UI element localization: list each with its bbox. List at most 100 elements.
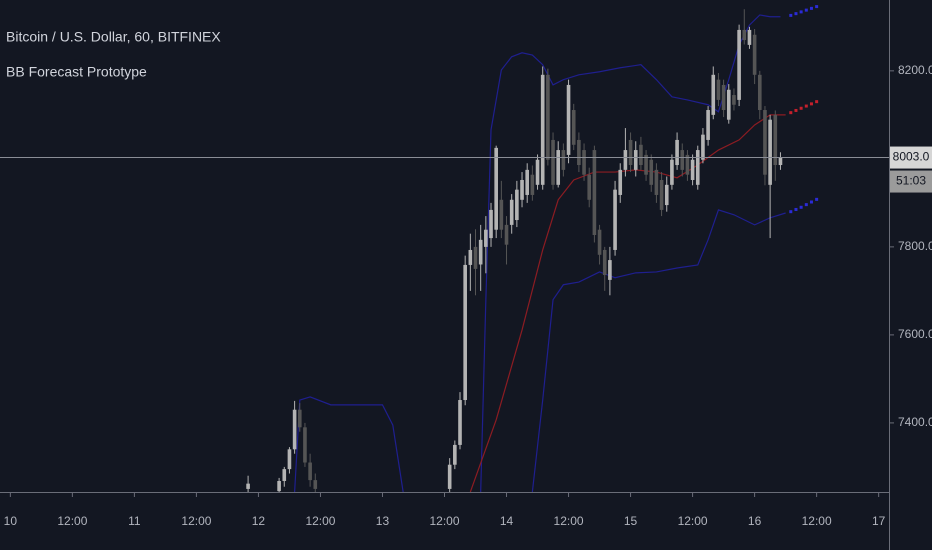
candle-body <box>597 229 602 255</box>
x-tick-label: 12 <box>252 514 266 528</box>
forecast-dot <box>815 5 819 9</box>
candle-body <box>535 159 540 185</box>
candle-body <box>515 189 519 221</box>
candle-body <box>659 179 664 210</box>
x-tick-label: 17 <box>872 514 886 528</box>
candle-body <box>737 29 741 100</box>
countdown-box <box>890 170 932 193</box>
last-price-label: 8003.0 <box>893 150 930 164</box>
candle-body <box>551 139 555 185</box>
candle-body <box>618 169 623 195</box>
forecast-dot <box>799 10 803 14</box>
candle-body <box>566 84 571 155</box>
candle-body <box>504 224 509 245</box>
candle-body <box>556 150 561 185</box>
candle-body <box>711 74 716 115</box>
forecast-dot <box>804 104 808 108</box>
x-tick-label: 14 <box>500 514 514 528</box>
candle-body <box>458 400 462 445</box>
candle-body <box>763 110 767 175</box>
candle-body <box>292 409 297 450</box>
candle-body <box>277 480 281 492</box>
candle-body <box>313 480 318 489</box>
forecast-dot <box>789 210 793 214</box>
candle-body <box>747 29 752 45</box>
candle-body <box>473 246 478 269</box>
candle-body <box>463 264 467 401</box>
candle-body <box>680 150 685 170</box>
candle-body <box>726 89 731 120</box>
candle-body <box>478 239 483 265</box>
candle-body <box>633 150 638 170</box>
x-tick-label: 10 <box>4 514 18 528</box>
candle-body <box>587 174 592 200</box>
forecast-dot <box>809 200 813 204</box>
candle-body <box>664 184 669 206</box>
forecast-dot <box>804 8 808 12</box>
candle-body <box>649 159 654 185</box>
forecast-dot <box>794 207 798 211</box>
candle-body <box>628 139 633 166</box>
x-tick-label: 12:00 <box>678 514 708 528</box>
x-tick-label: 12:00 <box>554 514 584 528</box>
forecast-dot <box>815 100 819 104</box>
candle-body <box>716 79 721 100</box>
axes: 7400.0 7600.0 7800.0 8200.0 10 12:00 11 12:00 12… <box>4 63 932 528</box>
x-tick-label: 15 <box>624 514 638 528</box>
candle-body <box>768 119 772 185</box>
forecast-dot <box>799 106 803 110</box>
candle-body <box>540 74 545 185</box>
candle-body <box>706 110 710 140</box>
y-tick-label: 7400.0 <box>898 415 932 429</box>
candle-body <box>742 29 747 41</box>
candle-body <box>509 199 514 225</box>
indicator-name: BB Forecast Prototype <box>6 64 147 80</box>
x-tick-label: 16 <box>748 514 762 528</box>
plot-area <box>0 5 889 492</box>
candle-body <box>701 134 705 160</box>
y-tick-label: 8200.0 <box>898 63 932 77</box>
chart-title: Bitcoin / U.S. Dollar, 60, BITFINEX <box>6 29 221 45</box>
x-tick-label: 13 <box>376 514 390 528</box>
forecast-dot <box>809 102 813 106</box>
band-line <box>531 209 786 492</box>
countdown-label: 51:03 <box>896 174 926 188</box>
candle-body <box>525 169 530 195</box>
y-tick-label: 7800.0 <box>898 239 932 253</box>
candle-body <box>752 34 757 75</box>
last-price-box <box>890 146 932 169</box>
forecast-dot <box>789 13 793 17</box>
candle-body <box>447 464 452 489</box>
forecast-dot <box>789 111 793 115</box>
forecast-dot <box>804 203 808 207</box>
x-tick-label: 12:00 <box>181 514 211 528</box>
forecast-dot <box>794 12 798 16</box>
candle-body <box>308 462 312 481</box>
candle-body <box>695 150 700 185</box>
candle-body <box>757 74 762 111</box>
candle-body <box>613 189 617 250</box>
x-tick-label: 12:00 <box>305 514 335 528</box>
candle-body <box>489 209 493 239</box>
candle-body <box>623 150 628 170</box>
candle-body <box>287 449 292 470</box>
candle-body <box>778 157 783 166</box>
forecast-dot <box>809 6 813 10</box>
candle-body <box>608 260 612 280</box>
candle-body <box>530 174 535 195</box>
candle-body <box>571 110 576 145</box>
candle-body <box>297 409 302 428</box>
candle-body <box>644 154 648 175</box>
candle-body <box>602 249 607 276</box>
candle-body <box>499 199 504 230</box>
candle-body <box>773 114 778 166</box>
candle-body <box>721 84 726 111</box>
candle-body <box>484 229 488 247</box>
candle-body <box>246 483 250 489</box>
candle-body <box>577 139 581 166</box>
candle-body <box>561 150 566 170</box>
x-tick-label: 11 <box>128 514 141 528</box>
candle-body <box>592 150 597 235</box>
x-tick-label: 12:00 <box>802 514 832 528</box>
